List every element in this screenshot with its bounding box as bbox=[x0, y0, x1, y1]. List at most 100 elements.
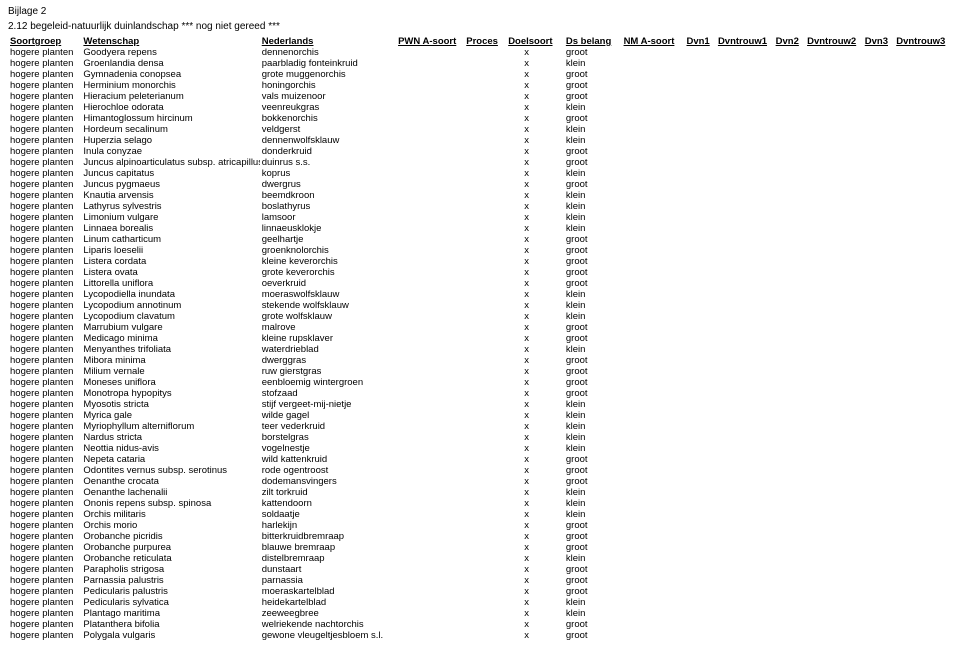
cell bbox=[684, 245, 715, 256]
cell bbox=[716, 410, 774, 421]
cell bbox=[684, 542, 715, 553]
cell bbox=[464, 168, 506, 179]
cell bbox=[396, 256, 464, 267]
cell bbox=[863, 245, 894, 256]
cell: x bbox=[506, 267, 564, 278]
cell: groot bbox=[564, 157, 622, 168]
table-row: hogere plantenLycopodium clavatumgrote w… bbox=[8, 311, 952, 322]
table-row: hogere plantenMibora minimadwerggrasxgro… bbox=[8, 355, 952, 366]
cell: x bbox=[506, 344, 564, 355]
cell: klein bbox=[564, 553, 622, 564]
cell bbox=[464, 69, 506, 80]
cell bbox=[805, 597, 863, 608]
cell bbox=[464, 399, 506, 410]
cell bbox=[396, 619, 464, 630]
cell bbox=[464, 432, 506, 443]
cell bbox=[774, 311, 805, 322]
cell bbox=[684, 520, 715, 531]
cell bbox=[863, 542, 894, 553]
cell bbox=[716, 355, 774, 366]
cell bbox=[396, 223, 464, 234]
cell bbox=[894, 157, 952, 168]
cell bbox=[863, 322, 894, 333]
cell: x bbox=[506, 399, 564, 410]
cell: klein bbox=[564, 212, 622, 223]
cell: Listera cordata bbox=[81, 256, 259, 267]
cell bbox=[622, 47, 685, 58]
cell: x bbox=[506, 190, 564, 201]
cell bbox=[894, 278, 952, 289]
cell bbox=[396, 443, 464, 454]
cell bbox=[464, 542, 506, 553]
table-row: hogere plantenLycopodium annotinumsteken… bbox=[8, 300, 952, 311]
cell bbox=[464, 520, 506, 531]
cell: eenbloemig wintergroen bbox=[260, 377, 396, 388]
cell: Hordeum secalinum bbox=[81, 124, 259, 135]
cell bbox=[774, 190, 805, 201]
cell: waterdrieblad bbox=[260, 344, 396, 355]
table-row: hogere plantenKnautia arvensisbeemdkroon… bbox=[8, 190, 952, 201]
cell: grote muggenorchis bbox=[260, 69, 396, 80]
cell bbox=[863, 344, 894, 355]
cell bbox=[396, 113, 464, 124]
cell bbox=[774, 113, 805, 124]
cell bbox=[716, 267, 774, 278]
cell: oeverkruid bbox=[260, 278, 396, 289]
cell: hogere planten bbox=[8, 476, 81, 487]
cell bbox=[894, 553, 952, 564]
cell bbox=[622, 157, 685, 168]
cell: beemdkroon bbox=[260, 190, 396, 201]
cell bbox=[774, 69, 805, 80]
cell bbox=[464, 465, 506, 476]
cell: hogere planten bbox=[8, 146, 81, 157]
cell bbox=[716, 190, 774, 201]
cell bbox=[894, 168, 952, 179]
cell: Pedicularis sylvatica bbox=[81, 597, 259, 608]
cell: hogere planten bbox=[8, 421, 81, 432]
cell bbox=[894, 311, 952, 322]
cell bbox=[464, 212, 506, 223]
cell bbox=[774, 223, 805, 234]
cell bbox=[894, 443, 952, 454]
cell bbox=[684, 190, 715, 201]
cell bbox=[774, 91, 805, 102]
cell bbox=[464, 575, 506, 586]
cell bbox=[684, 289, 715, 300]
cell bbox=[805, 333, 863, 344]
cell bbox=[863, 487, 894, 498]
page-subtitle: 2.12 begeleid-natuurlijk duinlandschap *… bbox=[8, 21, 952, 32]
cell bbox=[684, 212, 715, 223]
cell: groot bbox=[564, 69, 622, 80]
cell bbox=[716, 146, 774, 157]
cell: hogere planten bbox=[8, 619, 81, 630]
cell bbox=[894, 91, 952, 102]
cell bbox=[805, 531, 863, 542]
cell: bitterkruidbremraap bbox=[260, 531, 396, 542]
table-row: hogere plantenPolygala vulgarisgewone vl… bbox=[8, 630, 952, 641]
cell bbox=[774, 432, 805, 443]
cell: boslathyrus bbox=[260, 201, 396, 212]
cell bbox=[774, 619, 805, 630]
cell: groot bbox=[564, 234, 622, 245]
cell bbox=[894, 476, 952, 487]
cell bbox=[622, 311, 685, 322]
cell bbox=[684, 553, 715, 564]
cell bbox=[716, 542, 774, 553]
cell bbox=[396, 465, 464, 476]
cell: Littorella uniflora bbox=[81, 278, 259, 289]
cell bbox=[805, 234, 863, 245]
cell bbox=[396, 212, 464, 223]
cell bbox=[396, 476, 464, 487]
cell: groot bbox=[564, 476, 622, 487]
cell: hogere planten bbox=[8, 234, 81, 245]
cell bbox=[894, 520, 952, 531]
cell bbox=[622, 201, 685, 212]
cell bbox=[863, 146, 894, 157]
cell bbox=[464, 80, 506, 91]
cell: klein bbox=[564, 201, 622, 212]
table-row: hogere plantenPedicularis palustrismoera… bbox=[8, 586, 952, 597]
cell: Himantoglossum hircinum bbox=[81, 113, 259, 124]
cell bbox=[863, 289, 894, 300]
cell bbox=[396, 377, 464, 388]
cell: dwergrus bbox=[260, 179, 396, 190]
